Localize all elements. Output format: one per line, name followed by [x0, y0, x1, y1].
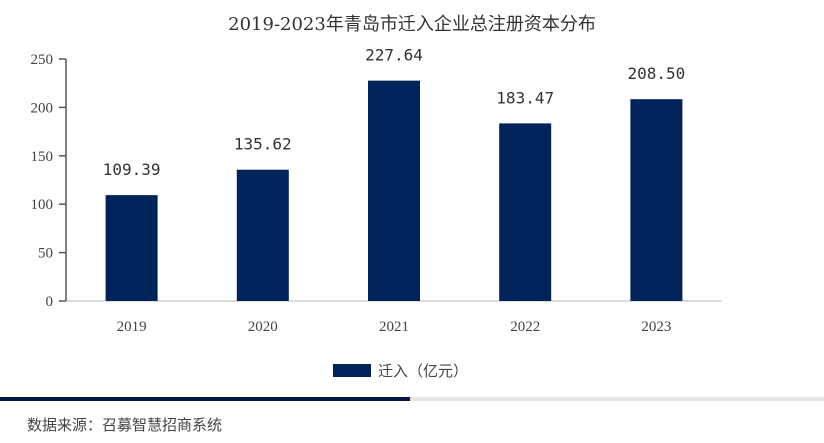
- data-label-2020: 135.62: [234, 135, 292, 154]
- data-label-2021: 227.64: [365, 46, 423, 65]
- x-tick-label-2020: 2020: [248, 319, 278, 335]
- bar-2019: [105, 195, 158, 301]
- x-tick-label-2022: 2022: [510, 319, 540, 335]
- data-label-2022: 183.47: [496, 88, 554, 107]
- data-label-2019: 109.39: [103, 160, 161, 179]
- x-tick-label-2021: 2021: [379, 319, 409, 335]
- legend: 迁入（亿元）: [333, 362, 468, 380]
- chart-title: 2019-2023年青岛市迁入企业总注册资本分布: [228, 14, 596, 35]
- source-note: 数据来源：召募智慧招商系统: [27, 416, 222, 434]
- legend-label: 迁入（亿元）: [378, 362, 468, 380]
- y-tick-label: 50: [38, 246, 53, 262]
- bar-2023: [630, 99, 683, 301]
- x-tick-label-2023: 2023: [641, 319, 671, 335]
- bar-2022: [499, 123, 552, 302]
- bar-2020: [236, 169, 289, 301]
- footer-bar-dark: [0, 397, 410, 401]
- footer-bar-light: [410, 397, 824, 401]
- y-tick-label: 200: [31, 100, 54, 116]
- y-tick-label: 150: [31, 149, 54, 165]
- legend-swatch: [333, 364, 371, 377]
- bar-2021: [368, 80, 420, 302]
- y-axis: 0 50 100 150 200 250: [31, 52, 722, 310]
- y-tick-label: 100: [31, 197, 54, 213]
- y-tick-label: 0: [46, 294, 54, 310]
- x-tick-label-2019: 2019: [117, 319, 147, 335]
- data-label-2023: 208.50: [628, 64, 686, 83]
- y-tick-label: 250: [31, 52, 54, 68]
- bars: 109.39 2019 135.62 2020 227.64 2021 183.47 2022…: [103, 46, 686, 335]
